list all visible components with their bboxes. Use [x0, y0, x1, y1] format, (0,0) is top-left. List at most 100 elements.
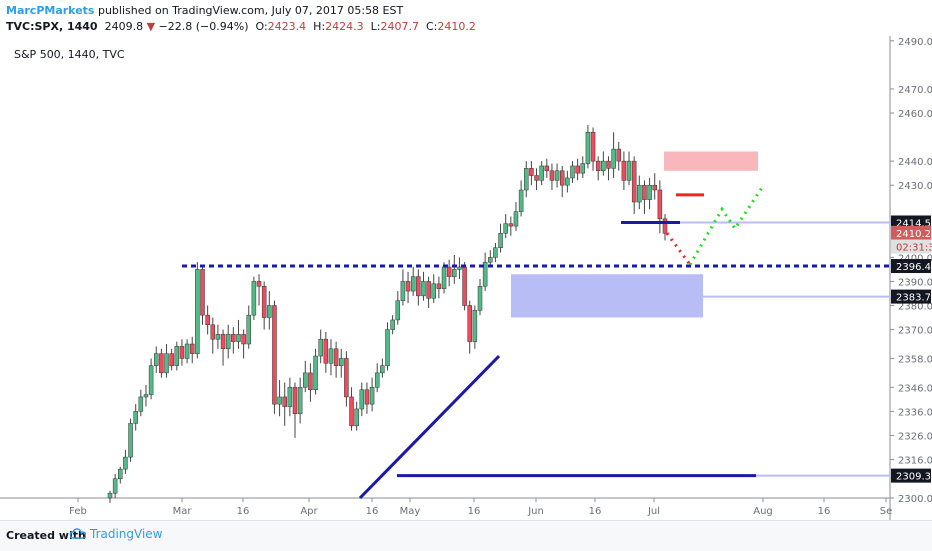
price-label: 02:31:35	[896, 243, 932, 254]
candle-body	[590, 132, 596, 162]
high-value: 2424.3	[325, 20, 364, 33]
candle-body	[395, 300, 401, 321]
candle-body	[364, 389, 370, 405]
candle-body	[524, 168, 529, 191]
candle-body	[652, 184, 657, 191]
candle-body	[138, 396, 144, 412]
candle-body	[112, 478, 118, 494]
low-value: 2407.7	[380, 20, 420, 33]
candle-body	[416, 276, 421, 297]
price-label: 2383.7	[896, 293, 931, 304]
candle-body	[426, 281, 431, 299]
candle-body	[544, 165, 550, 171]
x-tick-label: 16	[237, 506, 250, 517]
x-tick-label: Jun	[527, 506, 544, 517]
y-tick-label: 2490.0	[898, 37, 932, 48]
y-tick-label: 2300.0	[898, 494, 932, 505]
candle-body	[148, 365, 154, 395]
candle-body	[390, 319, 395, 330]
candle-body	[518, 189, 524, 212]
price-chart[interactable]: 2490.0 2470.0 2460.0 2440.0 2430.0 2400.0 2390…	[0, 36, 932, 520]
candle-body	[631, 160, 637, 203]
candle-body	[549, 170, 555, 181]
candle-body	[231, 334, 236, 342]
candle-body	[431, 283, 436, 299]
candle-body	[118, 468, 123, 479]
y-tick-label: 2346.0	[898, 383, 932, 394]
symbol-bar: TVC:SPX, 1440 2409.8 ▼ −22.8 (−0.94%) O:…	[6, 20, 476, 33]
price-label: 2396.4	[896, 262, 931, 273]
low-label: L:	[370, 20, 381, 33]
candle-body	[637, 184, 642, 203]
tradingview-cloud-icon	[70, 528, 86, 539]
candle-body	[565, 177, 570, 186]
candle-body	[374, 372, 380, 388]
candle-body	[662, 218, 668, 234]
publish-info: MarcPMarkets published on TradingView.co…	[6, 4, 403, 17]
close-label: C:	[426, 20, 438, 33]
candle-body	[292, 387, 298, 415]
candle-body	[354, 408, 359, 427]
candle-body	[154, 353, 159, 366]
y-tick-label: 2326.0	[898, 431, 932, 442]
candle-body	[359, 389, 365, 410]
candle-body	[195, 269, 200, 354]
candle-body	[318, 338, 323, 357]
candle-body	[256, 281, 262, 287]
candle-body	[128, 423, 133, 458]
candle-body	[225, 334, 231, 350]
candle-body	[333, 348, 339, 366]
candle-body	[236, 334, 241, 342]
price-label-bg	[891, 259, 931, 274]
candle-body	[446, 266, 452, 277]
candle-body	[595, 160, 601, 171]
y-tick-label: 2336.0	[898, 407, 932, 418]
price-label: 2410.2	[896, 229, 931, 240]
author-link[interactable]: MarcPMarkets	[6, 4, 95, 17]
candle-body	[559, 170, 565, 186]
candle-body	[503, 223, 508, 234]
uptrend-line	[358, 354, 501, 500]
candle-body	[277, 396, 282, 405]
candle-body	[657, 189, 663, 220]
candle-body	[380, 365, 385, 374]
y-tick-label: 2470.0	[898, 85, 932, 96]
candle-body	[472, 310, 478, 342]
candle-body	[241, 334, 246, 345]
x-tick-label: Jul	[647, 506, 660, 517]
candle-body	[297, 387, 303, 415]
tradingview-brand[interactable]: TradingView	[70, 527, 163, 541]
candle-body	[184, 343, 190, 359]
y-tick-label: 2380.0	[898, 302, 932, 313]
candle-body	[174, 346, 180, 366]
candle-body	[410, 276, 416, 292]
candle-body	[385, 329, 390, 366]
price-label-bg	[891, 239, 931, 254]
x-tick-label: 16	[468, 506, 481, 517]
candle-body	[287, 387, 293, 407]
tradingview-label: TradingView	[90, 527, 163, 541]
candle-body	[349, 396, 354, 427]
open-label: O:	[255, 20, 268, 33]
change-value: −22.8 (−0.94%)	[158, 20, 249, 33]
x-tick-label: 16	[589, 506, 602, 517]
candle-body	[585, 132, 591, 164]
candle-body	[282, 396, 287, 407]
candle-body	[123, 456, 128, 470]
candle-body	[601, 160, 606, 171]
candle-body	[498, 233, 503, 248]
symbol-name: TVC:SPX, 1440	[6, 20, 98, 33]
candle-body	[143, 394, 149, 398]
y-tick-label: 2430.0	[898, 181, 932, 192]
footer-bar: Created with TradingView	[0, 520, 932, 551]
change-arrow: ▼	[146, 20, 156, 33]
candle-body	[210, 324, 216, 340]
candle-body	[267, 305, 272, 318]
y-tick-label: 2370.0	[898, 326, 932, 337]
y-tick-label: 2358.0	[898, 354, 932, 365]
y-tick-label: 2390.0	[898, 277, 932, 288]
candle-body	[580, 163, 586, 174]
candle-body	[107, 492, 113, 499]
candle-body	[647, 184, 652, 200]
candle-body	[436, 283, 442, 289]
